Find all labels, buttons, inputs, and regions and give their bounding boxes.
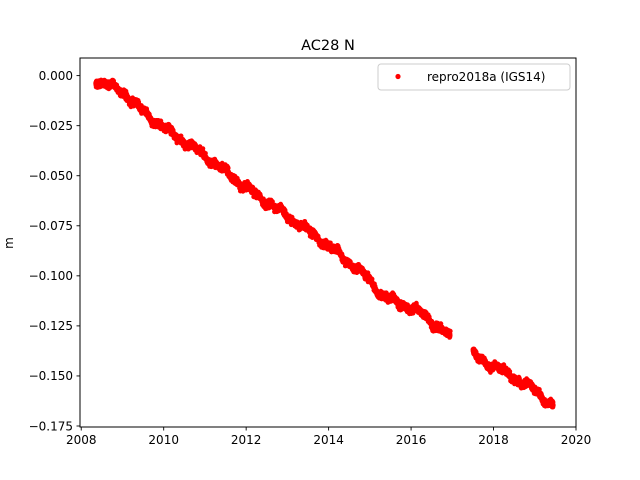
data-point <box>203 150 208 156</box>
x-tick-label: 2018 <box>478 433 509 447</box>
y-tick-label: −0.075 <box>29 219 73 233</box>
chart-title: AC28 N <box>301 38 355 54</box>
x-tick-label: 2010 <box>148 433 179 447</box>
y-tick-label: −0.175 <box>29 419 73 433</box>
y-axis-label: m <box>2 237 16 249</box>
data-point <box>550 403 556 408</box>
y-tick-label: −0.125 <box>29 319 73 333</box>
legend: repro2018a (IGS14) <box>377 63 571 91</box>
data-point <box>447 328 453 334</box>
axis-ticks: 2008 2010 2012 2014 2016 2018 2020 0.000 −0.025 −… <box>29 69 592 447</box>
y-tick-label: −0.150 <box>29 369 73 383</box>
data-point <box>225 165 231 171</box>
x-tick-label: 2016 <box>396 433 427 447</box>
y-tick-label: −0.025 <box>29 119 73 133</box>
x-tick-label: 2020 <box>561 433 592 447</box>
plot-frame <box>79 57 577 428</box>
x-tick-label: 2008 <box>66 433 97 447</box>
legend-box <box>377 63 571 91</box>
x-tick-label: 2014 <box>313 433 344 447</box>
x-tick-label: 2012 <box>231 433 262 447</box>
y-tick-label: −0.100 <box>29 269 73 283</box>
data-point <box>447 333 453 338</box>
y-tick-label: −0.050 <box>29 169 73 183</box>
legend-label: repro2018a (IGS14) <box>427 70 545 84</box>
legend-marker <box>395 73 401 80</box>
data-points <box>93 77 556 410</box>
y-tick-label: 0.000 <box>39 69 73 83</box>
